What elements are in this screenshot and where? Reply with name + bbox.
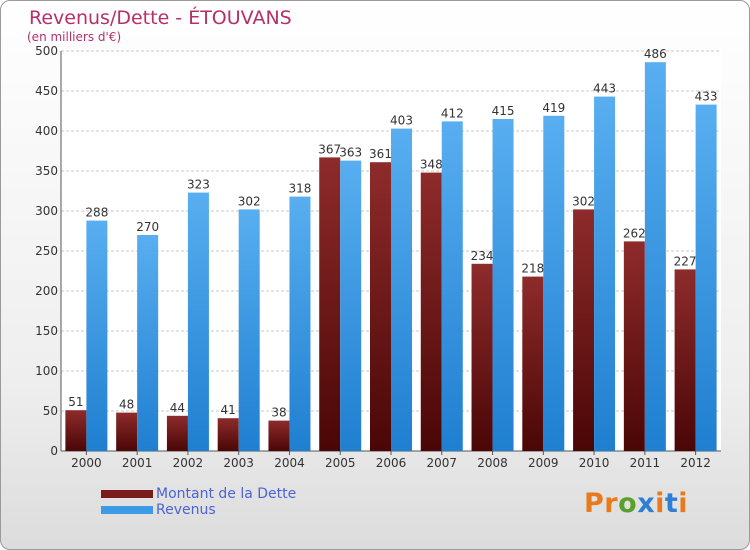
x-tick-label: 2005 bbox=[325, 456, 356, 470]
value-label-dette: 302 bbox=[572, 194, 595, 208]
bar-dette bbox=[319, 157, 341, 451]
logo-letter: P bbox=[584, 488, 605, 519]
y-tick-label: 350 bbox=[35, 164, 58, 178]
y-tick-label: 500 bbox=[35, 44, 58, 58]
bar-dette bbox=[370, 162, 391, 451]
chart-title: Revenus/Dette - ÉTOUVANS bbox=[29, 7, 292, 29]
value-label-dette: 367 bbox=[318, 142, 341, 156]
x-tick-label: 2001 bbox=[122, 456, 153, 470]
legend-swatch-dette bbox=[101, 490, 153, 498]
value-label-revenus: 363 bbox=[339, 146, 362, 160]
legend-item-dette: Montant de la Dette bbox=[101, 486, 296, 502]
value-label-dette: 262 bbox=[623, 226, 646, 240]
bar-revenus bbox=[492, 119, 514, 451]
bar-dette bbox=[674, 269, 696, 451]
bar-revenus bbox=[187, 192, 209, 451]
bar-dette bbox=[471, 263, 493, 451]
bar-dette bbox=[420, 172, 442, 451]
legend: Montant de la Dette Revenus bbox=[101, 486, 296, 518]
x-tick-label: 2003 bbox=[223, 456, 254, 470]
logo-letter: i bbox=[678, 488, 689, 519]
x-tick-label: 2011 bbox=[630, 456, 661, 470]
value-label-revenus: 270 bbox=[136, 220, 159, 234]
legend-label-dette: Montant de la Dette bbox=[156, 486, 297, 502]
value-label-revenus: 443 bbox=[593, 82, 616, 96]
bar-revenus bbox=[594, 96, 616, 451]
value-label-revenus: 323 bbox=[187, 178, 210, 192]
bar-dette bbox=[166, 415, 188, 451]
bar-dette bbox=[268, 420, 290, 451]
value-label-dette: 41 bbox=[221, 403, 236, 417]
bar-dette bbox=[217, 418, 239, 451]
bar-dette bbox=[116, 412, 138, 451]
proxiti-logo: Proxiti bbox=[584, 488, 688, 519]
y-tick-label: 150 bbox=[35, 324, 58, 338]
chart-subtitle: (en milliers d'€) bbox=[27, 30, 122, 44]
bar-revenus bbox=[289, 196, 311, 451]
value-label-revenus: 302 bbox=[238, 194, 261, 208]
bar-dette bbox=[623, 241, 645, 451]
value-label-revenus: 288 bbox=[85, 206, 108, 220]
x-tick-label: 2004 bbox=[274, 456, 305, 470]
x-tick-label: 2008 bbox=[477, 456, 508, 470]
y-tick-label: 200 bbox=[35, 284, 58, 298]
x-tick-label: 2012 bbox=[680, 456, 711, 470]
bar-dette bbox=[65, 410, 87, 451]
value-label-revenus: 415 bbox=[492, 104, 515, 118]
legend-swatch-revenus bbox=[101, 506, 153, 514]
bar-dette bbox=[573, 209, 595, 451]
bar-revenus bbox=[543, 115, 565, 452]
x-tick-label: 2000 bbox=[71, 456, 102, 470]
value-label-revenus: 403 bbox=[390, 114, 413, 128]
value-label-dette: 44 bbox=[170, 401, 185, 415]
y-tick-label: 50 bbox=[43, 404, 58, 418]
y-tick-label: 100 bbox=[35, 364, 58, 378]
x-tick-label: 2006 bbox=[376, 456, 407, 470]
value-label-revenus: 433 bbox=[695, 90, 718, 104]
x-tick-label: 2010 bbox=[579, 456, 610, 470]
logo-letter: x bbox=[637, 488, 656, 519]
x-tick-label: 2002 bbox=[173, 456, 204, 470]
value-label-dette: 361 bbox=[369, 147, 392, 161]
bar-revenus bbox=[391, 128, 412, 451]
y-tick-label: 450 bbox=[35, 84, 58, 98]
value-label-revenus: 412 bbox=[441, 106, 464, 120]
logo-letter: r bbox=[604, 488, 619, 519]
y-tick-label: 400 bbox=[35, 124, 58, 138]
y-tick-label: 0 bbox=[50, 444, 58, 458]
value-label-revenus: 486 bbox=[644, 47, 667, 61]
logo-letter: o bbox=[618, 488, 638, 519]
x-tick-label: 2009 bbox=[528, 456, 559, 470]
bar-revenus bbox=[441, 121, 463, 452]
value-label-dette: 51 bbox=[68, 395, 83, 409]
bar-revenus bbox=[137, 235, 159, 451]
legend-label-revenus: Revenus bbox=[156, 502, 216, 518]
value-label-dette: 218 bbox=[521, 262, 544, 276]
value-label-dette: 348 bbox=[420, 158, 443, 172]
bar-revenus bbox=[238, 209, 260, 451]
legend-item-revenus: Revenus bbox=[101, 502, 296, 518]
y-tick-label: 250 bbox=[35, 244, 58, 258]
value-label-dette: 48 bbox=[119, 398, 134, 412]
bar-dette bbox=[522, 276, 544, 451]
value-label-revenus: 318 bbox=[289, 182, 312, 196]
bar-revenus bbox=[340, 160, 362, 451]
bar-revenus bbox=[86, 220, 108, 451]
value-label-dette: 234 bbox=[471, 249, 494, 263]
value-label-dette: 227 bbox=[674, 254, 697, 268]
x-tick-label: 2007 bbox=[426, 456, 457, 470]
bar-revenus bbox=[644, 62, 666, 451]
logo-letter: t bbox=[664, 488, 679, 519]
logo-letter: i bbox=[655, 488, 665, 519]
value-label-dette: 38 bbox=[271, 406, 286, 420]
value-label-revenus: 419 bbox=[542, 101, 565, 115]
y-tick-label: 300 bbox=[35, 204, 58, 218]
bar-revenus bbox=[695, 104, 717, 451]
